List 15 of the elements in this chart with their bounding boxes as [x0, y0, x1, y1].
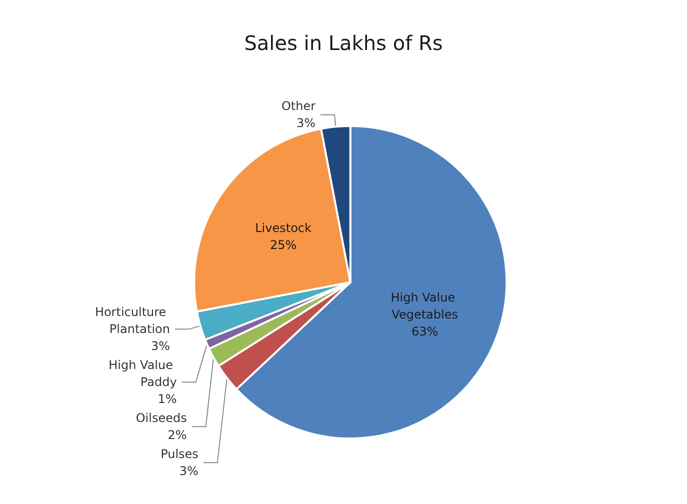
slice-label: High Value Paddy	[108, 358, 177, 390]
data-label: 2%	[168, 428, 187, 442]
data-label: 3%	[150, 339, 170, 354]
slice-label: Other	[281, 99, 316, 114]
chart-title: Sales in Lakhs of Rs	[244, 31, 443, 55]
slice-label: Horticulture Plantation	[94, 305, 170, 336]
slice-label: Livestock	[255, 221, 312, 236]
data-label: 3%	[179, 464, 198, 478]
slice-label: High Value Vegetables	[390, 290, 459, 322]
slice-label: Oilseeds	[136, 411, 187, 426]
data-label: 1%	[158, 392, 177, 406]
slice-label: Pulses	[160, 447, 198, 462]
data-label: 25%	[270, 238, 297, 252]
data-label: 63%	[411, 324, 438, 338]
data-label: 3%	[296, 116, 316, 130]
